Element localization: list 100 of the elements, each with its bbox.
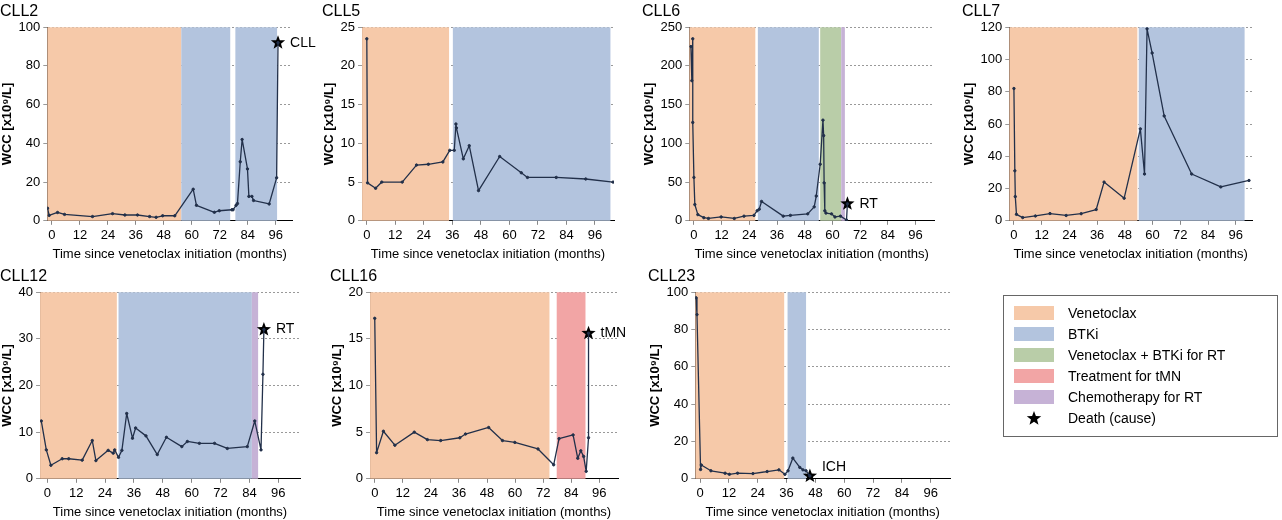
annotation: RT — [859, 194, 879, 211]
y-axis-title: WCC [x10⁹/L] — [0, 82, 15, 166]
x-axis-title: Time since venetoclax initiation (months) — [376, 503, 612, 519]
y-tick-label: 40 — [673, 395, 689, 411]
x-tick-label: 84 — [559, 227, 574, 243]
x-tick-label: 48 — [1117, 227, 1133, 243]
x-tick-label: 84 — [563, 485, 579, 501]
x-tick-label: 72 — [213, 485, 228, 501]
y-tick-label: 40 — [18, 283, 34, 299]
y-tick-label: 5 — [355, 423, 364, 439]
x-tick-label: 36 — [1089, 227, 1105, 243]
y-tick-label: 10 — [348, 377, 364, 393]
x-tick-label: 0 — [43, 485, 51, 501]
y-tick-label: 60 — [987, 115, 1003, 131]
x-tick-label: 24 — [423, 485, 439, 501]
y-tick-label: 120 — [980, 18, 1003, 34]
x-tick-label: 96 — [587, 227, 603, 243]
y-tick-label: 250 — [660, 18, 683, 34]
x-tick-label: 60 — [825, 227, 840, 243]
x-tick-label: 96 — [268, 227, 283, 243]
x-axis-title: Time since venetoclax initiation (months) — [705, 503, 940, 519]
annotation: RT — [275, 320, 295, 337]
x-tick-label: 12 — [721, 485, 737, 501]
chart-title: CLL16 — [330, 267, 378, 285]
y-axis-title: WCC [x10⁹/L] — [647, 344, 663, 427]
chart-title: CLL5 — [322, 2, 361, 20]
y-tick-label: 0 — [25, 470, 34, 486]
x-tick-label: 84 — [880, 227, 896, 243]
x-tick-label: 36 — [451, 485, 467, 501]
chart-title: CLL2 — [0, 2, 39, 20]
category-label: Venetoclax — [1068, 304, 1137, 321]
x-tick-label: 60 — [507, 485, 523, 501]
x-tick-label: 60 — [837, 485, 852, 501]
x-tick-label: 48 — [155, 485, 171, 501]
category-label: Chemotherapy for RT — [1068, 388, 1203, 405]
x-tick-label: 60 — [184, 227, 200, 243]
category-label: Death (cause) — [1068, 409, 1156, 426]
y-tick-label: 20 — [673, 433, 689, 449]
x-tick-label: 96 — [592, 485, 607, 501]
y-tick-label: 20 — [25, 173, 41, 189]
y-tick-label: 100 — [666, 283, 689, 299]
x-tick-label: 84 — [242, 485, 257, 501]
y-axis-title: WCC [x10⁹/L] — [641, 82, 657, 166]
x-tick-label: 96 — [1228, 227, 1244, 243]
x-tick-label: 48 — [473, 227, 489, 243]
category-label: Treatment for tMN — [1068, 367, 1182, 384]
y-tick-label: 50 — [667, 173, 683, 189]
chart-title: CLL6 — [642, 2, 681, 20]
x-tick-label: 60 — [1145, 227, 1160, 243]
x-tick-label: 60 — [502, 227, 517, 243]
x-tick-label: 36 — [779, 485, 794, 501]
x-axis-title: Time since venetoclax initiation (months) — [694, 245, 929, 261]
category-label: Venetoclax + BTKi for RT — [1068, 346, 1226, 363]
y-tick-label: 200 — [660, 57, 683, 73]
y-tick-label: 0 — [995, 212, 1003, 228]
y-tick-label: 80 — [25, 57, 41, 73]
x-tick-label: 36 — [769, 227, 785, 243]
x-tick-label: 12 — [68, 485, 84, 501]
x-tick-label: 24 — [742, 227, 757, 243]
x-tick-label: 96 — [271, 485, 286, 501]
y-axis-title: WCC [x10⁹/L] — [329, 344, 345, 427]
x-tick-label: 0 — [1010, 227, 1018, 243]
y-tick-label: 100 — [660, 134, 683, 150]
x-tick-label: 72 — [212, 227, 227, 243]
x-tick-label: 12 — [1034, 227, 1049, 243]
y-tick-label: 30 — [18, 330, 34, 346]
x-tick-label: 24 — [750, 485, 765, 501]
x-tick-label: 24 — [100, 227, 116, 243]
y-tick-label: 150 — [660, 96, 683, 112]
x-tick-label: 0 — [371, 485, 379, 501]
x-tick-label: 0 — [48, 227, 56, 243]
chart-title: CLL23 — [648, 267, 696, 285]
x-tick-label: 36 — [445, 227, 460, 243]
x-axis-title: Time since venetoclax initiation (months) — [52, 503, 288, 519]
x-tick-label: 12 — [388, 227, 403, 243]
y-tick-label: 10 — [340, 134, 356, 150]
x-tick-label: 84 — [1200, 227, 1216, 243]
y-tick-label: 10 — [18, 423, 34, 439]
category-label: BTKi — [1068, 325, 1099, 342]
y-tick-label: 60 — [673, 358, 689, 374]
x-tick-label: 24 — [416, 227, 432, 243]
y-tick-label: 60 — [25, 96, 41, 112]
y-tick-label: 40 — [25, 134, 41, 150]
y-tick-label: 100 — [980, 51, 1003, 67]
y-tick-label: 15 — [340, 96, 356, 112]
annotation: tMN — [600, 324, 627, 341]
y-tick-label: 0 — [355, 470, 364, 486]
y-axis-title: WCC [x10⁹/L] — [961, 82, 977, 166]
chart-title: CLL12 — [0, 267, 48, 285]
x-tick-label: 84 — [240, 227, 255, 243]
x-axis-title: Time since venetoclax initiation (months) — [1013, 245, 1248, 261]
y-tick-label: 20 — [348, 283, 364, 299]
x-tick-label: 36 — [126, 485, 142, 501]
y-tick-label: 40 — [987, 147, 1003, 163]
x-tick-label: 48 — [797, 227, 812, 243]
x-tick-label: 48 — [156, 227, 172, 243]
y-axis-title: WCC [x10⁹/L] — [321, 82, 337, 166]
x-tick-label: 96 — [923, 485, 939, 501]
y-tick-label: 0 — [33, 212, 41, 228]
x-tick-label: 72 — [852, 227, 868, 243]
